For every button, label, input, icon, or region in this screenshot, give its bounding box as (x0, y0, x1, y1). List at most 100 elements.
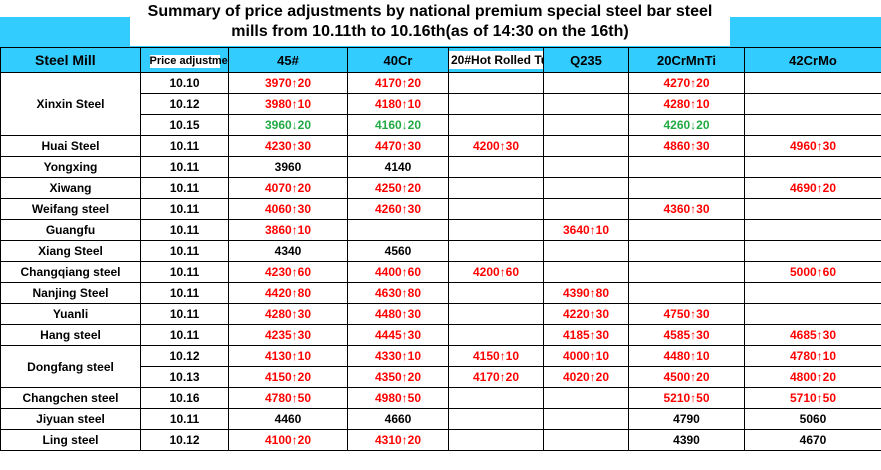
price-cell (628, 240, 745, 262)
price-cell (543, 198, 629, 220)
price-cell: 4460 (228, 408, 348, 430)
price-cell: 4000↑10 (543, 345, 629, 367)
header-hot-rolled-tube: 20#Hot Rolled Tube (448, 47, 544, 73)
price-cell: 4480↑30 (347, 303, 449, 325)
steel-mill-cell: Xinxin Steel (0, 72, 141, 136)
price-cell: 4350↑20 (347, 366, 449, 388)
price-cell (448, 72, 544, 94)
price-cell (744, 219, 881, 241)
price-cell (543, 72, 629, 94)
date-cell: 10.16 (140, 387, 229, 409)
price-cell: 4780↑10 (744, 345, 881, 367)
price-cell (448, 219, 544, 241)
price-cell (448, 324, 544, 346)
header-row: Steel Mill Price adjustment date 45# 40C… (0, 47, 881, 73)
price-cell: 4360↑30 (628, 198, 745, 220)
date-cell: 10.11 (140, 261, 229, 283)
price-cell (448, 429, 544, 451)
table-row: 10.15 3960↓20 4160↓20 4260↓20 (1, 114, 881, 136)
price-cell (744, 240, 881, 262)
steel-mill-cell: Dongfang steel (0, 345, 141, 388)
price-cell (628, 177, 745, 199)
table-row: Changchen steel 10.16 4780↑50 4980↑50 5210↑5… (0, 387, 881, 409)
date-cell: 10.12 (140, 429, 229, 451)
price-cell (744, 93, 881, 115)
price-cell (628, 261, 745, 283)
price-cell: 5060 (744, 408, 881, 430)
steel-mill-cell: Guangfu (0, 219, 141, 241)
price-cell: 4250↑20 (347, 177, 449, 199)
price-cell (448, 93, 544, 115)
price-cell: 5000↑60 (744, 261, 881, 283)
price-cell (448, 387, 544, 409)
price-cell: 4020↑20 (543, 366, 629, 388)
price-cell: 4185↑30 (543, 324, 629, 346)
price-cell (628, 219, 745, 241)
table-row: 10.13 4150↑20 4350↑20 4170↑20 4020↑20 4500↑20… (1, 366, 881, 388)
price-cell: 4160↓20 (347, 114, 449, 136)
price-cell: 4860↑30 (628, 135, 745, 157)
date-cell: 10.11 (140, 219, 229, 241)
price-cell: 4235↑30 (228, 324, 348, 346)
table-row: Hang steel 10.11 4235↑30 4445↑30 4185↑30 4585… (0, 324, 881, 346)
price-cell (543, 93, 629, 115)
price-cell: 3640↑10 (543, 219, 629, 241)
price-cell: 4800↑20 (744, 366, 881, 388)
price-cell: 5710↑50 (744, 387, 881, 409)
price-cell: 4260↓20 (628, 114, 745, 136)
price-cell: 4170↑20 (347, 72, 449, 94)
price-cell: 4445↑30 (347, 324, 449, 346)
price-cell (347, 219, 449, 241)
price-cell (543, 387, 629, 409)
price-cell: 4180↑10 (347, 93, 449, 115)
steel-mill-cell: Weifang steel (0, 198, 141, 220)
table-row: Yuanli 10.11 4280↑30 4480↑30 4220↑30 4750↑30 (0, 303, 881, 325)
table-row: Dongfang steel 10.12 4130↑10 4330↑10 4150↑10… (0, 345, 881, 388)
price-cell (543, 177, 629, 199)
date-cell: 10.11 (140, 282, 229, 304)
table-row: 10.12 3980↑10 4180↑10 4280↑10 (1, 93, 881, 115)
price-cell (543, 156, 629, 178)
price-cell (448, 282, 544, 304)
price-cell (744, 282, 881, 304)
price-cell: 4750↑30 (628, 303, 745, 325)
price-cell (543, 135, 629, 157)
price-cell (744, 198, 881, 220)
price-cell: 4280↑30 (228, 303, 348, 325)
price-cell: 3860↑10 (228, 219, 348, 241)
price-cell: 4330↑10 (347, 345, 449, 367)
price-cell: 4270↑20 (628, 72, 745, 94)
price-cell: 4200↑60 (448, 261, 544, 283)
price-cell (543, 240, 629, 262)
price-cell: 4310↑20 (347, 429, 449, 451)
price-cell: 4560 (347, 240, 449, 262)
price-cell: 4130↑10 (228, 345, 348, 367)
price-cell: 4630↑80 (347, 282, 449, 304)
price-cell (448, 240, 544, 262)
price-cell: 4060↑30 (228, 198, 348, 220)
header-tube-label: 20#Hot Rolled Tube (449, 51, 543, 69)
price-cell: 4150↑10 (448, 345, 544, 367)
steel-mill-cell: Huai Steel (0, 135, 141, 157)
steel-mill-cell: Yongxing (0, 156, 141, 178)
price-cell: 4790 (628, 408, 745, 430)
date-cell: 10.11 (140, 324, 229, 346)
date-cell: 10.11 (140, 177, 229, 199)
price-cell: 4150↑20 (228, 366, 348, 388)
price-cell (628, 156, 745, 178)
price-cell: 5210↑50 (628, 387, 745, 409)
price-cell (543, 429, 629, 451)
date-cell: 10.13 (140, 366, 229, 388)
steel-mill-cell: Changchen steel (0, 387, 141, 409)
price-cell (628, 282, 745, 304)
price-cell: 4685↑30 (744, 324, 881, 346)
date-cell: 10.15 (140, 114, 229, 136)
price-cell (744, 72, 881, 94)
steel-mill-cell: Xiwang (0, 177, 141, 199)
table-row: Guangfu 10.11 3860↑10 3640↑10 (0, 219, 881, 241)
price-cell: 4230↑60 (228, 261, 348, 283)
price-cell (744, 156, 881, 178)
price-cell: 3960↓20 (228, 114, 348, 136)
price-cell: 3980↑10 (228, 93, 348, 115)
price-cell: 4100↑20 (228, 429, 348, 451)
